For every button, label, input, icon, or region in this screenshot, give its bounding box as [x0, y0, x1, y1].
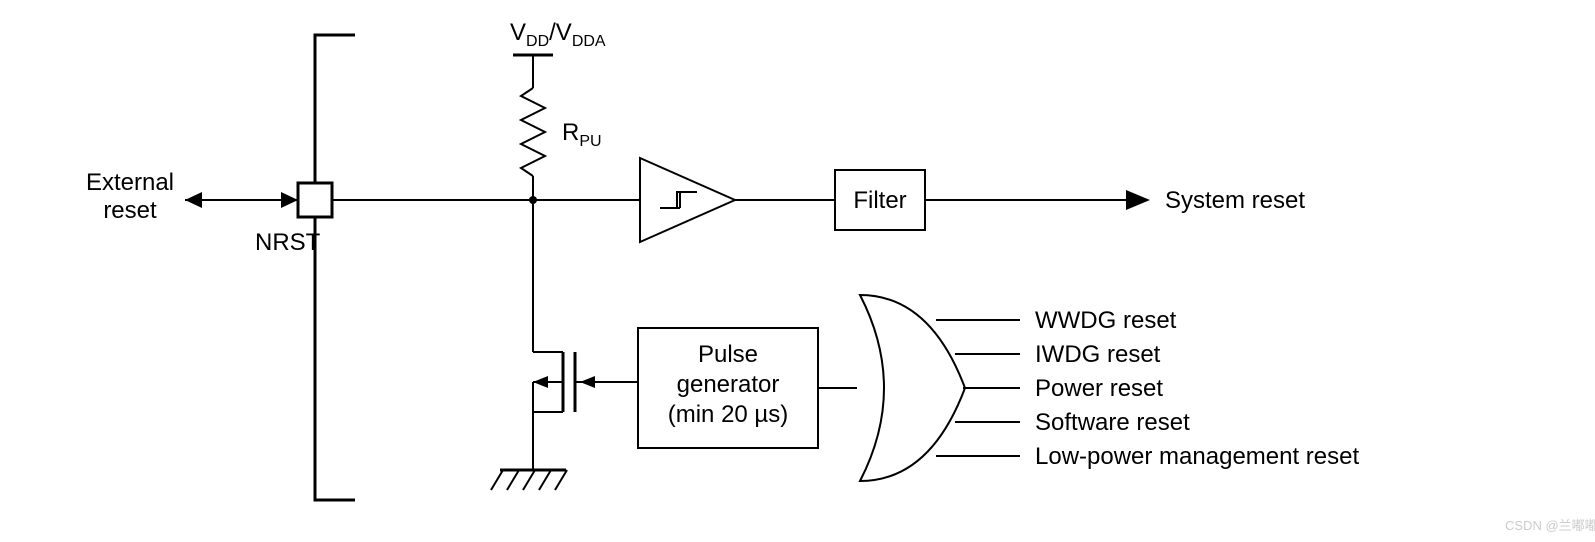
pulse-label-3: (min 20 µs): [668, 401, 789, 428]
pulse-label-1: Pulse: [698, 341, 758, 368]
mosfet: [533, 352, 638, 412]
schmitt-trigger: [640, 158, 735, 242]
watermark: CSDN @兰嘟嘟: [1505, 518, 1595, 533]
nrst-label: NRST: [255, 229, 321, 256]
or-gate: [860, 295, 965, 481]
system-reset-arrow: [1126, 190, 1150, 210]
pulse-label-2: generator: [677, 371, 780, 398]
vdd-dda: DDA: [572, 33, 606, 50]
reset-src-3: Software reset: [1035, 409, 1190, 436]
reset-src-2: Power reset: [1035, 375, 1163, 402]
ground-symbol: [491, 470, 567, 490]
nrst-connection: [185, 192, 298, 208]
reset-src-1: IWDG reset: [1035, 341, 1161, 368]
rpu-label: RPU: [562, 119, 602, 150]
vdd-v: V: [510, 19, 526, 46]
external-reset-label-1: External: [86, 169, 174, 196]
svg-text:VDD/VDDA: VDD/VDDA: [510, 19, 606, 50]
chip-bracket: [315, 35, 355, 500]
vdd-dd: DD: [526, 33, 549, 50]
filter-label: Filter: [853, 187, 906, 214]
system-reset-label: System reset: [1165, 187, 1305, 214]
pullup-resistor: [521, 88, 545, 176]
reset-src-0: WWDG reset: [1035, 307, 1177, 334]
vdd-slash: /V: [549, 19, 572, 46]
reset-circuit-diagram: External reset NRST VDD/VDDA RPU: [0, 0, 1595, 542]
nrst-pad: [298, 183, 332, 217]
reset-src-4: Low-power management reset: [1035, 443, 1359, 470]
or-inputs: WWDG reset IWDG reset Power reset Softwa…: [936, 307, 1359, 470]
external-reset-label-2: reset: [103, 197, 157, 224]
vdd-label-group: VDD/VDDA: [510, 19, 606, 50]
